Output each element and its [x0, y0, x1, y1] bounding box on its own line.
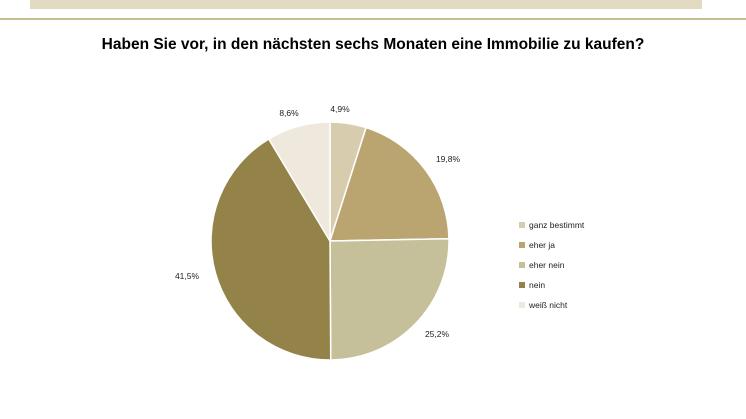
data-label-3: 25,2%	[425, 329, 450, 339]
legend-swatch	[519, 242, 525, 248]
pie-slice-2	[328, 126, 450, 242]
legend-label: ganz bestimmt	[529, 220, 585, 230]
data-label-2: 19,8%	[436, 154, 461, 164]
chart-legend: ganz bestimmt eher ja eher nein nein weiß ni…	[519, 215, 584, 315]
legend-label: eher ja	[529, 240, 555, 250]
legend-swatch	[519, 282, 525, 288]
legend-item: nein	[519, 275, 584, 295]
legend-item: weiß nicht	[519, 295, 584, 315]
pie-slice-3	[329, 237, 450, 361]
legend-swatch	[519, 302, 525, 308]
legend-item: ganz bestimmt	[519, 215, 584, 235]
header-rule	[0, 18, 746, 20]
legend-swatch	[519, 262, 525, 268]
legend-swatch	[519, 222, 525, 228]
chart-title: Haben Sie vor, in den nächsten sechs Mon…	[101, 36, 645, 53]
pie-slice-4	[210, 137, 332, 361]
legend-item: eher ja	[519, 235, 584, 255]
pie-slice-5	[267, 121, 331, 244]
data-label-5: 8,6%	[279, 108, 299, 118]
legend-label: eher nein	[529, 260, 565, 270]
data-label-1: 4,9%	[330, 104, 350, 114]
data-label-4: 41,5%	[175, 271, 200, 281]
header-band	[30, 0, 702, 9]
legend-item: eher nein	[519, 255, 584, 275]
legend-label: weiß nicht	[529, 300, 568, 310]
legend-label: nein	[529, 280, 546, 290]
